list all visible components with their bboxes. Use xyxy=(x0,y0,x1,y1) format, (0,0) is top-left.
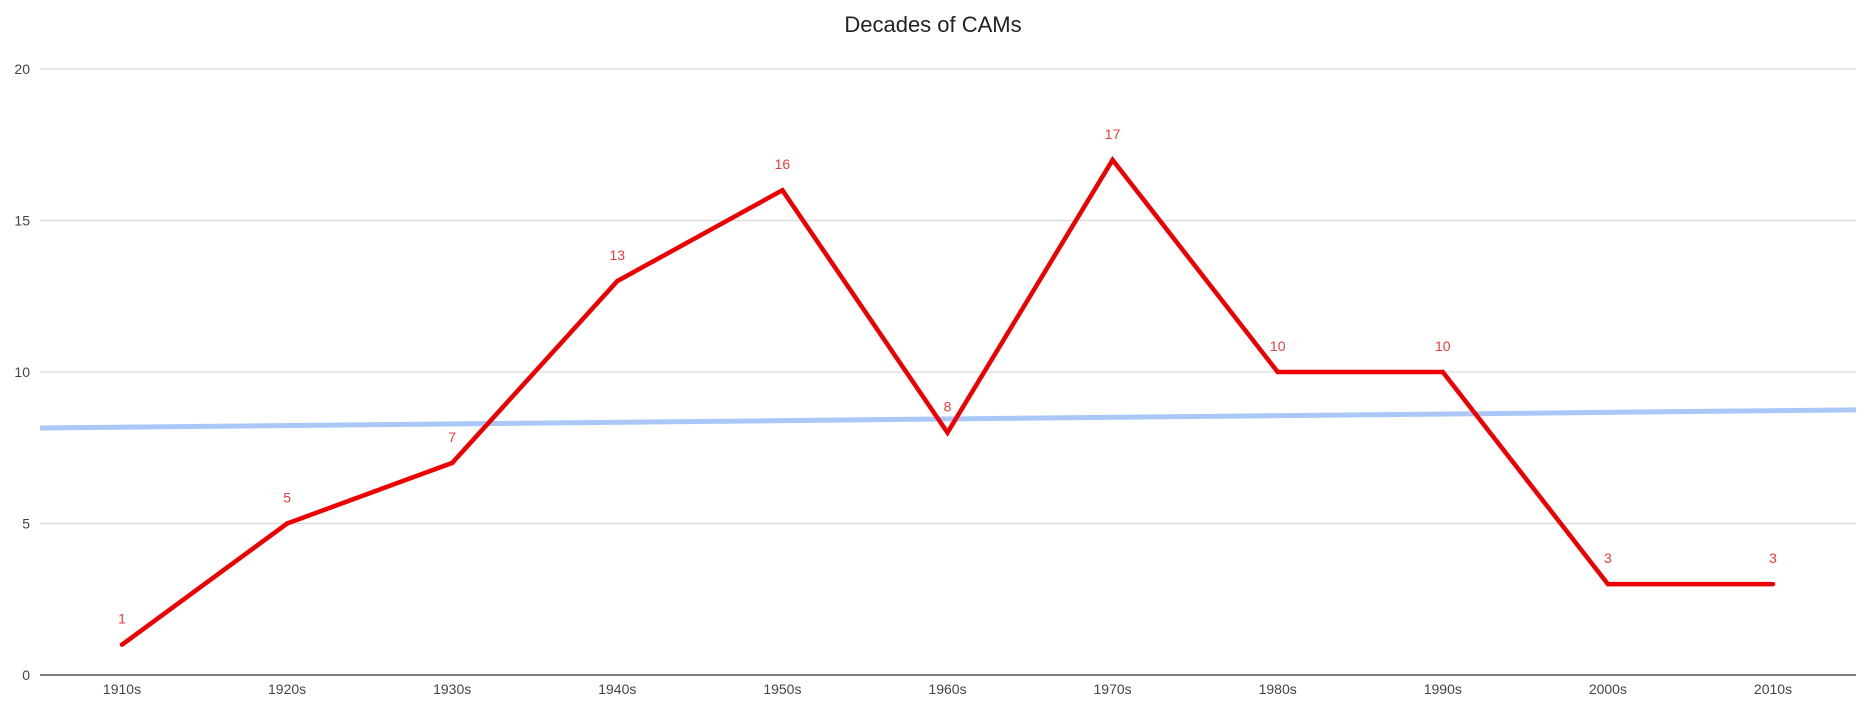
x-tick-label: 1980s xyxy=(1259,681,1297,697)
y-tick-label: 20 xyxy=(14,61,30,77)
x-tick-label: 1940s xyxy=(598,681,636,697)
data-point xyxy=(1275,369,1280,375)
x-tick-label: 1990s xyxy=(1424,681,1462,697)
data-label: 16 xyxy=(775,156,791,172)
data-point xyxy=(119,642,125,647)
y-tick-label: 0 xyxy=(22,667,30,683)
data-point xyxy=(1110,157,1115,163)
data-label: 3 xyxy=(1604,550,1612,566)
y-tick-label: 5 xyxy=(22,516,30,532)
trendline-line xyxy=(39,407,1857,431)
x-tick-label: 1950s xyxy=(763,681,801,697)
chart-title: Decades of CAMs xyxy=(844,12,1022,37)
x-axis: 1910s 1920s 1930s 1940s 1950s 1960s 1970s 1980s… xyxy=(40,674,1856,697)
x-tick-label: 2010s xyxy=(1754,681,1792,697)
y-tick-label: 10 xyxy=(14,364,30,380)
data-label: 8 xyxy=(944,399,952,415)
data-labels: 1 5 7 13 16 8 17 10 10 3 3 xyxy=(118,126,1777,627)
data-point xyxy=(1605,581,1611,587)
x-tick-label: 1970s xyxy=(1094,681,1132,697)
data-label: 1 xyxy=(118,611,126,627)
data-label: 7 xyxy=(448,429,456,445)
trendline xyxy=(39,407,1857,431)
series xyxy=(119,155,1776,647)
data-point xyxy=(450,460,455,466)
x-tick-label: 1920s xyxy=(268,681,306,697)
x-tick-label: 1960s xyxy=(928,681,966,697)
data-label: 3 xyxy=(1769,550,1777,566)
data-label: 10 xyxy=(1435,338,1451,354)
gridlines xyxy=(40,68,1856,525)
x-tick-label: 2000s xyxy=(1589,681,1627,697)
data-point xyxy=(284,521,290,526)
data-point xyxy=(945,430,950,435)
y-axis: 0 5 10 15 20 xyxy=(14,61,30,683)
data-label: 13 xyxy=(610,247,626,263)
data-point xyxy=(1770,581,1776,587)
x-tick-label: 1910s xyxy=(103,681,141,697)
data-label: 17 xyxy=(1105,126,1121,142)
data-point xyxy=(1440,369,1446,375)
y-tick-label: 15 xyxy=(14,213,30,229)
data-label: 5 xyxy=(283,490,291,506)
data-label: 10 xyxy=(1270,338,1286,354)
data-point xyxy=(615,278,620,284)
x-tick-label: 1930s xyxy=(433,681,471,697)
data-point xyxy=(780,188,785,193)
